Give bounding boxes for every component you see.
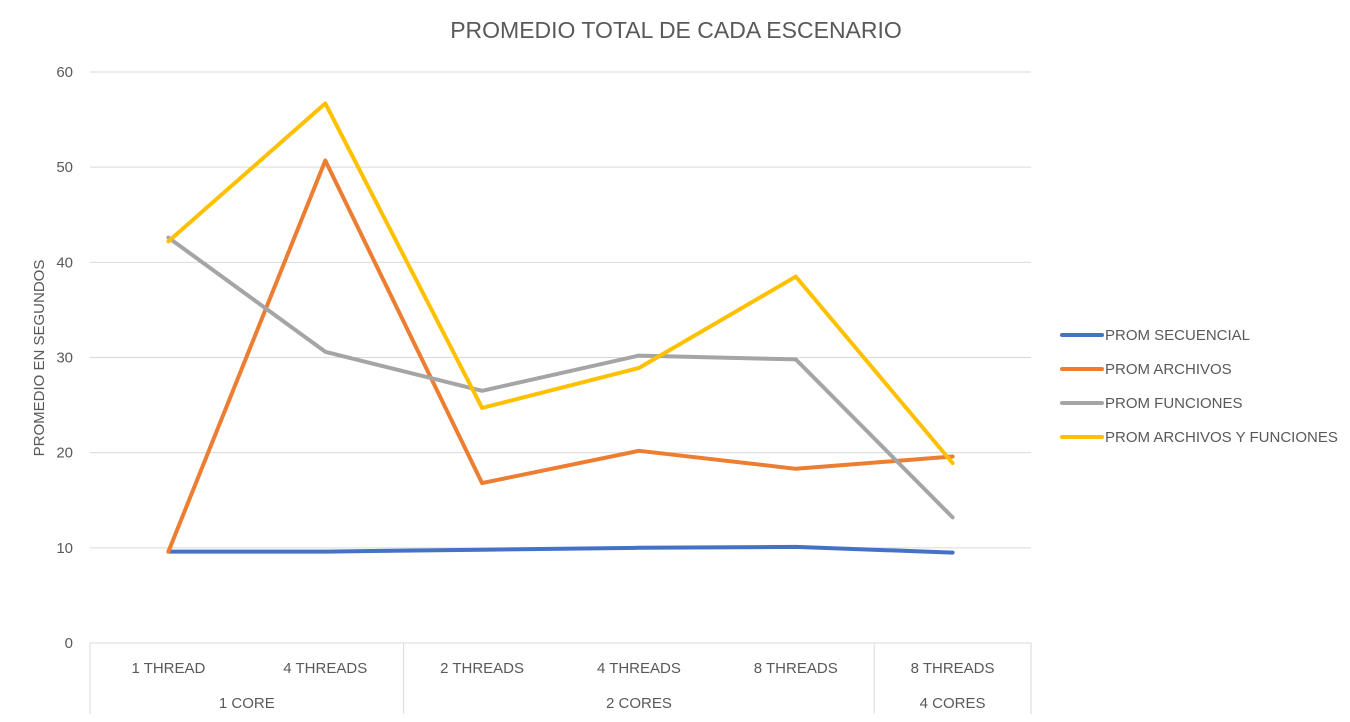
series-line-2	[166, 158, 955, 554]
x-tick-label: 4 THREADS	[597, 660, 681, 677]
y-tick-label: 20	[56, 445, 73, 462]
series-line-3	[166, 235, 955, 520]
y-tick-label: 10	[56, 540, 73, 557]
grid-lines	[90, 71, 1031, 644]
x-group-label: 1 CORE	[219, 695, 275, 712]
y-tick-label: 30	[56, 350, 73, 367]
y-tick-label: 60	[56, 64, 73, 81]
y-tick-label: 40	[56, 254, 73, 271]
y-tick-label: 0	[65, 635, 73, 652]
x-tick-label: 8 THREADS	[911, 660, 995, 677]
x-group-label: 2 CORES	[606, 695, 672, 712]
x-tick-label: 8 THREADS	[754, 660, 838, 677]
series-line-1	[166, 544, 955, 555]
legend-label: PROM FUNCIONES	[1105, 395, 1243, 412]
x-group-label: 4 CORES	[920, 695, 986, 712]
x-tick-label: 1 THREAD	[131, 660, 205, 677]
x-axis: 1 THREAD 4 THREADS 2 THREADS 4 THREADS 8 THR…	[89, 643, 1032, 714]
legend: PROM SECUENCIAL PROM ARCHIVOS PROM FUNCION…	[1060, 327, 1338, 446]
x-tick-label: 2 THREADS	[440, 660, 524, 677]
series-line-4	[166, 101, 955, 466]
y-tick-label: 50	[56, 159, 73, 176]
legend-label: PROM ARCHIVOS Y FUNCIONES	[1105, 429, 1338, 446]
y-axis-label: PROMEDIO EN SEGUNDOS	[31, 260, 48, 457]
x-tick-label: 4 THREADS	[283, 660, 367, 677]
series-lines	[166, 101, 955, 555]
y-axis-ticks: 0 10 20 30 40 50 60	[56, 64, 73, 652]
chart-title: PROMEDIO TOTAL DE CADA ESCENARIO	[450, 17, 902, 43]
legend-label: PROM SECUENCIAL	[1105, 327, 1250, 344]
legend-label: PROM ARCHIVOS	[1105, 361, 1232, 378]
